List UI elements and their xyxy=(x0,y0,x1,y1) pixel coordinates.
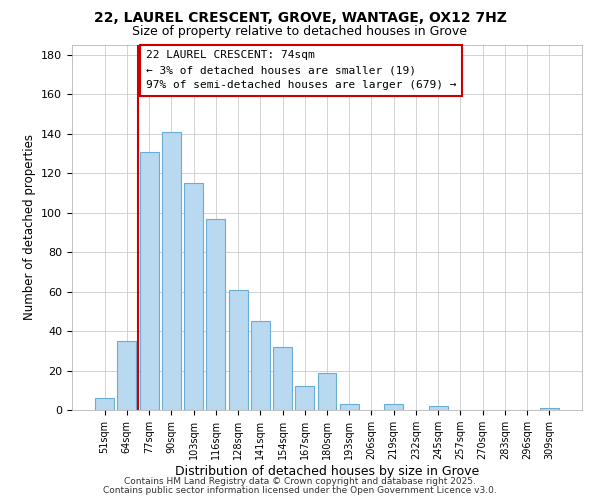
Text: 22, LAUREL CRESCENT, GROVE, WANTAGE, OX12 7HZ: 22, LAUREL CRESCENT, GROVE, WANTAGE, OX1… xyxy=(94,12,506,26)
Text: Size of property relative to detached houses in Grove: Size of property relative to detached ho… xyxy=(133,25,467,38)
Bar xyxy=(251,321,270,410)
Bar xyxy=(184,183,203,410)
Bar xyxy=(140,152,158,410)
Text: Contains public sector information licensed under the Open Government Licence v3: Contains public sector information licen… xyxy=(103,486,497,495)
Bar xyxy=(162,132,181,410)
Bar xyxy=(317,372,337,410)
Bar xyxy=(429,406,448,410)
Bar xyxy=(384,404,403,410)
Text: Contains HM Land Registry data © Crown copyright and database right 2025.: Contains HM Land Registry data © Crown c… xyxy=(124,477,476,486)
Bar xyxy=(118,341,136,410)
Bar xyxy=(340,404,359,410)
Bar xyxy=(540,408,559,410)
Bar xyxy=(206,218,225,410)
Bar xyxy=(229,290,248,410)
Y-axis label: Number of detached properties: Number of detached properties xyxy=(23,134,35,320)
X-axis label: Distribution of detached houses by size in Grove: Distribution of detached houses by size … xyxy=(175,465,479,478)
Text: 22 LAUREL CRESCENT: 74sqm
← 3% of detached houses are smaller (19)
97% of semi-d: 22 LAUREL CRESCENT: 74sqm ← 3% of detach… xyxy=(146,50,457,90)
Bar xyxy=(295,386,314,410)
Bar xyxy=(273,347,292,410)
Bar xyxy=(95,398,114,410)
